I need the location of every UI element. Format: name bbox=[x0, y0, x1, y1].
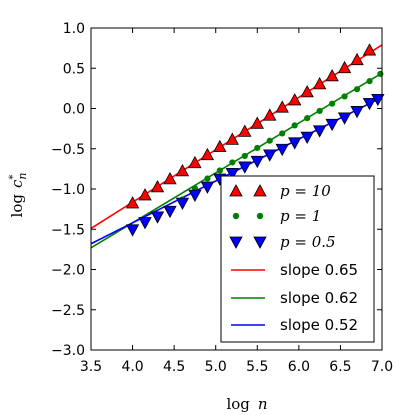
data-point-series-0-12 bbox=[275, 100, 289, 113]
data-point-series-1-11 bbox=[266, 137, 273, 144]
legend-marker-p1 bbox=[232, 212, 240, 220]
data-point-series-2-8 bbox=[225, 167, 240, 181]
data-point-series-2-0 bbox=[125, 224, 140, 237]
data-point-series-1-20 bbox=[377, 70, 384, 77]
data-point-series-0-7 bbox=[213, 139, 227, 153]
data-point-series-2-10 bbox=[250, 155, 264, 169]
legend-entry-p1: p = 1 bbox=[232, 207, 321, 225]
data-point-series-2-3 bbox=[163, 205, 177, 219]
data-point-series-2-20 bbox=[371, 93, 385, 107]
legend-label-p05: p = 0.5 bbox=[280, 233, 336, 251]
data-point-series-1-16 bbox=[329, 100, 336, 107]
data-point-series-1-10 bbox=[254, 144, 261, 152]
legend-entry-slope-052: slope 0.52 bbox=[231, 316, 358, 334]
data-point-series-2-16 bbox=[325, 118, 339, 132]
data-point-series-1-6 bbox=[204, 175, 211, 182]
y-tick-label: −3.0 bbox=[51, 343, 85, 359]
x-tick-label: 4.5 bbox=[163, 359, 185, 375]
data-point-series-0-3 bbox=[163, 172, 177, 185]
legend-entry-slope-062: slope 0.62 bbox=[231, 289, 358, 307]
data-point-series-1-12 bbox=[279, 130, 286, 137]
data-point-series-1-8 bbox=[229, 159, 236, 166]
data-point-series-0-18 bbox=[350, 52, 364, 66]
data-point-series-2-4 bbox=[175, 197, 190, 211]
data-point-series-2-15 bbox=[312, 125, 327, 138]
legend-box bbox=[220, 175, 375, 343]
legend-entry-p05: p = 0.5 bbox=[229, 233, 336, 251]
x-tick-label: 6.5 bbox=[329, 359, 351, 375]
data-point-series-0-2 bbox=[150, 180, 165, 193]
data-point-series-1-19 bbox=[366, 78, 373, 85]
data-point-series-1-7 bbox=[216, 167, 223, 174]
data-point-series-1-14 bbox=[304, 115, 311, 122]
legend-marker-p05 bbox=[229, 236, 243, 249]
legend-marker-p05 bbox=[253, 236, 267, 249]
data-points bbox=[125, 43, 385, 237]
legend-label-slope-052: slope 0.52 bbox=[280, 316, 358, 334]
data-point-series-0-13 bbox=[288, 93, 302, 106]
data-point-series-1-15 bbox=[316, 107, 323, 115]
legend-entry-p10: p = 10 bbox=[229, 182, 331, 200]
y-tick-label: −1.5 bbox=[51, 222, 85, 238]
data-point-series-0-6 bbox=[200, 147, 215, 161]
legend-label-slope-065: slope 0.65 bbox=[280, 261, 358, 279]
data-point-series-0-9 bbox=[238, 124, 252, 137]
data-point-series-0-10 bbox=[250, 116, 264, 129]
data-point-series-0-4 bbox=[175, 163, 190, 177]
x-tick-label: 6.0 bbox=[288, 359, 310, 375]
data-point-series-2-9 bbox=[238, 161, 252, 174]
data-point-series-2-14 bbox=[300, 131, 314, 145]
x-tick-label: 5.0 bbox=[205, 359, 227, 375]
data-point-series-2-11 bbox=[263, 149, 277, 162]
data-point-series-1-18 bbox=[353, 86, 361, 93]
data-point-series-2-17 bbox=[337, 112, 352, 125]
legend-label-slope-062: slope 0.62 bbox=[280, 289, 358, 307]
data-point-series-0-11 bbox=[263, 108, 277, 121]
data-point-series-0-17 bbox=[337, 60, 352, 74]
data-point-series-0-19 bbox=[362, 43, 377, 56]
data-point-series-0-5 bbox=[188, 155, 202, 169]
data-point-series-2-12 bbox=[275, 143, 289, 157]
x-axis-label: log n bbox=[226, 395, 267, 413]
data-point-series-1-17 bbox=[341, 93, 348, 100]
legend-entry-slope-065: slope 0.65 bbox=[231, 261, 358, 279]
data-point-series-2-6 bbox=[200, 181, 215, 194]
x-tick-label: 5.5 bbox=[246, 359, 268, 375]
data-point-series-0-0 bbox=[125, 196, 140, 209]
x-tick-label: 7.0 bbox=[371, 359, 393, 375]
data-point-series-2-2 bbox=[150, 211, 165, 224]
y-tick-label: 1.0 bbox=[63, 21, 85, 37]
data-point-series-0-16 bbox=[325, 68, 339, 82]
legend-marker-p10 bbox=[253, 184, 267, 197]
y-tick-label: 0.0 bbox=[63, 102, 85, 118]
legend-label-p1: p = 1 bbox=[280, 207, 321, 225]
data-point-series-0-14 bbox=[300, 85, 314, 98]
data-point-series-1-9 bbox=[241, 152, 248, 160]
data-point-series-2-1 bbox=[138, 217, 152, 230]
data-point-series-2-18 bbox=[350, 106, 364, 119]
data-point-series-0-1 bbox=[138, 188, 152, 201]
y-axis-label: logc*n bbox=[8, 173, 29, 218]
legend-label-p10: p = 10 bbox=[280, 182, 331, 200]
x-tick-label: 3.5 bbox=[80, 359, 102, 375]
axis-ticks: 3.5 4.0 4.5 5.0 5.5 6.0 6.5 7.0 1.0 0.5 0.0 −0.5 −1.… bbox=[51, 21, 393, 375]
y-tick-label: −2.0 bbox=[51, 263, 85, 279]
x-tick-label: 4.0 bbox=[121, 359, 143, 375]
legend-marker-p10 bbox=[229, 184, 243, 197]
y-tick-label: 0.5 bbox=[63, 61, 85, 77]
y-tick-label: −0.5 bbox=[51, 142, 85, 158]
data-point-series-0-15 bbox=[312, 77, 327, 90]
data-point-series-0-8 bbox=[225, 132, 240, 145]
y-tick-label: −2.5 bbox=[51, 303, 85, 319]
data-point-series-1-13 bbox=[291, 122, 298, 129]
data-point-series-2-5 bbox=[188, 189, 202, 202]
legend: p = 10 p = 1 p = 0.5 slope 0.65 slope 0.… bbox=[220, 175, 375, 343]
y-tick-label: −1.0 bbox=[51, 182, 85, 198]
legend-marker-p1 bbox=[256, 212, 264, 220]
data-point-series-2-13 bbox=[288, 137, 302, 150]
data-point-series-2-19 bbox=[362, 97, 377, 111]
